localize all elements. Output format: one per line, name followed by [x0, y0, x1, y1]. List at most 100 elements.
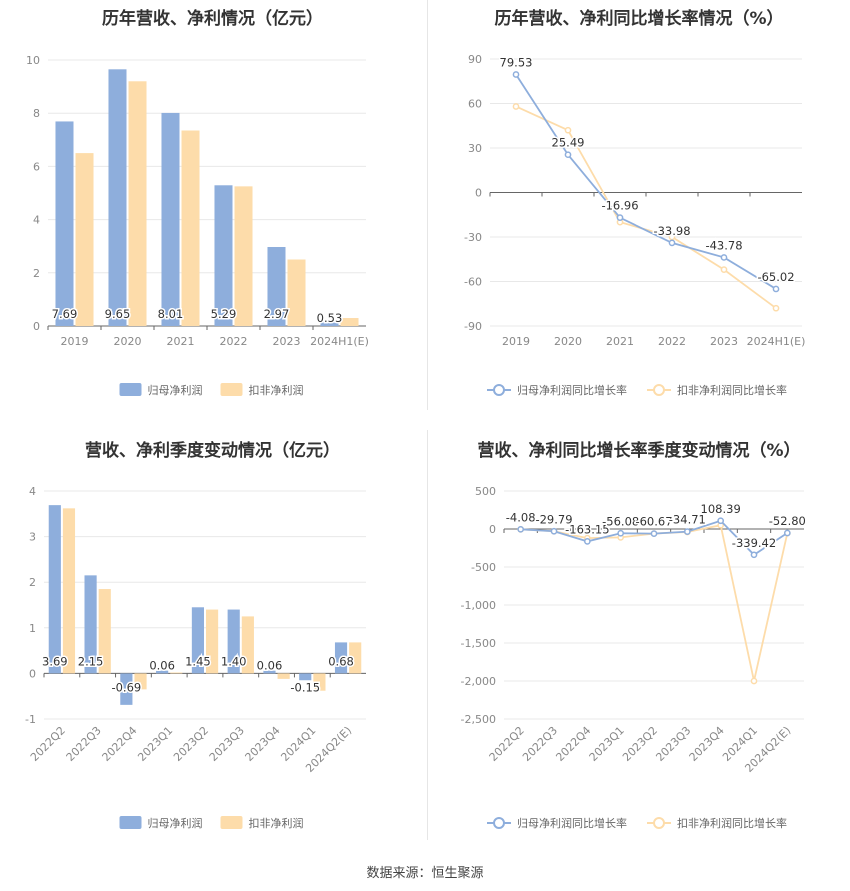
series-point [783, 529, 791, 537]
y-tick-label: 10 [26, 54, 40, 67]
y-tick-label: 90 [468, 53, 482, 66]
x-tick-label: 2022Q4 [553, 724, 593, 764]
series-point [564, 126, 572, 134]
data-source-label: 数据来源：恒生聚源 [366, 866, 484, 881]
data-label: -52.80 [769, 514, 806, 528]
legend-label: 扣非净利润同比增长率 [677, 816, 787, 830]
series-line [515, 74, 777, 290]
legend-label: 扣非净利润同比增长率 [677, 383, 787, 397]
bar [134, 673, 147, 690]
x-tick-label: 2022Q3 [64, 724, 104, 764]
x-tick-label: 2022Q2 [487, 724, 527, 764]
legend-label: 扣非净利润 [249, 816, 304, 830]
annual-line-chart: 90 60 30 0 -30 -60 -90 2019 2020 2021 2022 2023 2024… [464, 53, 805, 397]
bar [181, 130, 200, 326]
legend-label: 归母净利润 [148, 383, 203, 397]
series-point [650, 530, 658, 537]
x-tick-label: 2020 [554, 335, 582, 348]
x-tick-label: 2023 [273, 335, 301, 348]
bar [98, 589, 111, 674]
legend-label: 归母净利润同比增长率 [517, 816, 627, 830]
data-label: -0.15 [290, 680, 320, 694]
bar [84, 575, 97, 674]
annual-line-panel: 历年营收、净利同比增长率情况（%） 90 60 30 0 -30 -60 -90 2019 20… [428, 0, 850, 420]
data-label: 3.69 [42, 654, 68, 668]
series-point [512, 103, 520, 110]
data-label: 5.29 [211, 307, 237, 321]
y-tick-label: -1,500 [461, 637, 496, 650]
y-tick-label: 6 [33, 160, 40, 173]
data-label: 0.06 [149, 658, 175, 672]
bar [234, 186, 253, 326]
y-tick-label: 4 [33, 214, 40, 227]
series-point [617, 529, 625, 537]
x-tick-label: 2023Q2 [620, 724, 660, 764]
legend-label: 扣非净利润 [249, 383, 304, 397]
y-tick-label: 0 [33, 320, 40, 333]
bar [287, 259, 306, 326]
y-tick-label: -2,500 [461, 713, 496, 726]
data-label: -43.78 [705, 238, 742, 252]
bar [320, 322, 339, 326]
annual-bar-panel: 历年营收、净利情况（亿元） 0 2 4 6 8 10 2019 2020 2021 2022 202… [0, 0, 425, 420]
x-tick-label: 2020 [114, 335, 142, 348]
vertical-divider [427, 430, 428, 840]
series-point [720, 254, 728, 261]
y-tick-label: 60 [468, 98, 482, 111]
bar [191, 607, 204, 674]
series-point [750, 677, 758, 685]
y-tick-label: 0 [29, 667, 36, 680]
legend-marker [493, 817, 505, 829]
x-tick-label: 2022 [220, 335, 248, 348]
y-tick-label: 500 [475, 485, 496, 498]
data-label: 2.15 [78, 654, 104, 668]
data-label: 1.40 [221, 654, 247, 668]
bar [313, 673, 326, 691]
data-label: 79.53 [500, 56, 533, 70]
x-tick-label: 2023Q2 [171, 724, 211, 764]
x-tick-label: 2023Q4 [687, 724, 727, 764]
x-tick-label: 2019 [61, 335, 89, 348]
series-point [772, 285, 780, 293]
bar [299, 673, 312, 681]
vertical-divider [427, 0, 428, 410]
x-tick-label: 2023Q4 [243, 724, 283, 764]
series-point [750, 551, 758, 559]
legend-label: 归母净利润 [148, 816, 203, 830]
data-label: 0.68 [328, 654, 354, 668]
bar [161, 112, 180, 327]
y-tick-label: -2,000 [461, 675, 496, 688]
bar [206, 609, 219, 674]
data-label: -339.42 [732, 536, 776, 550]
data-label: -4.08 [506, 510, 536, 524]
bar [108, 69, 127, 326]
chart-title: 历年营收、净利同比增长率情况（%） [494, 9, 784, 29]
bar [340, 318, 359, 326]
legend-marker [493, 384, 505, 396]
x-tick-label: 2022Q4 [100, 724, 140, 764]
bar [227, 609, 240, 674]
series-point [517, 525, 525, 533]
y-tick-label: -30 [464, 231, 482, 244]
bar [334, 642, 348, 674]
chart-title: 营收、净利同比增长率季度变动情况（%） [477, 441, 801, 461]
series-point [668, 239, 676, 247]
series-point [772, 304, 780, 312]
series-point [564, 151, 572, 159]
bar [170, 672, 183, 674]
data-label: 1.45 [185, 654, 211, 668]
legend-marker [653, 817, 665, 829]
x-tick-label: 2023Q1 [587, 724, 627, 764]
bar [120, 673, 133, 705]
data-label: 0.53 [317, 311, 343, 325]
y-tick-label: -60 [464, 276, 482, 289]
quarter-bar-chart: 43210-12022Q22022Q32022Q42023Q12023Q2202… [25, 485, 366, 830]
y-tick-label: 2 [29, 576, 36, 589]
data-label: 9.65 [105, 307, 131, 321]
y-tick-label: -500 [471, 561, 496, 574]
series-point [717, 517, 725, 525]
data-label: -33.98 [653, 224, 690, 238]
bar [62, 508, 76, 674]
legend-swatch [220, 383, 243, 396]
x-tick-label: 2023Q1 [135, 724, 175, 764]
